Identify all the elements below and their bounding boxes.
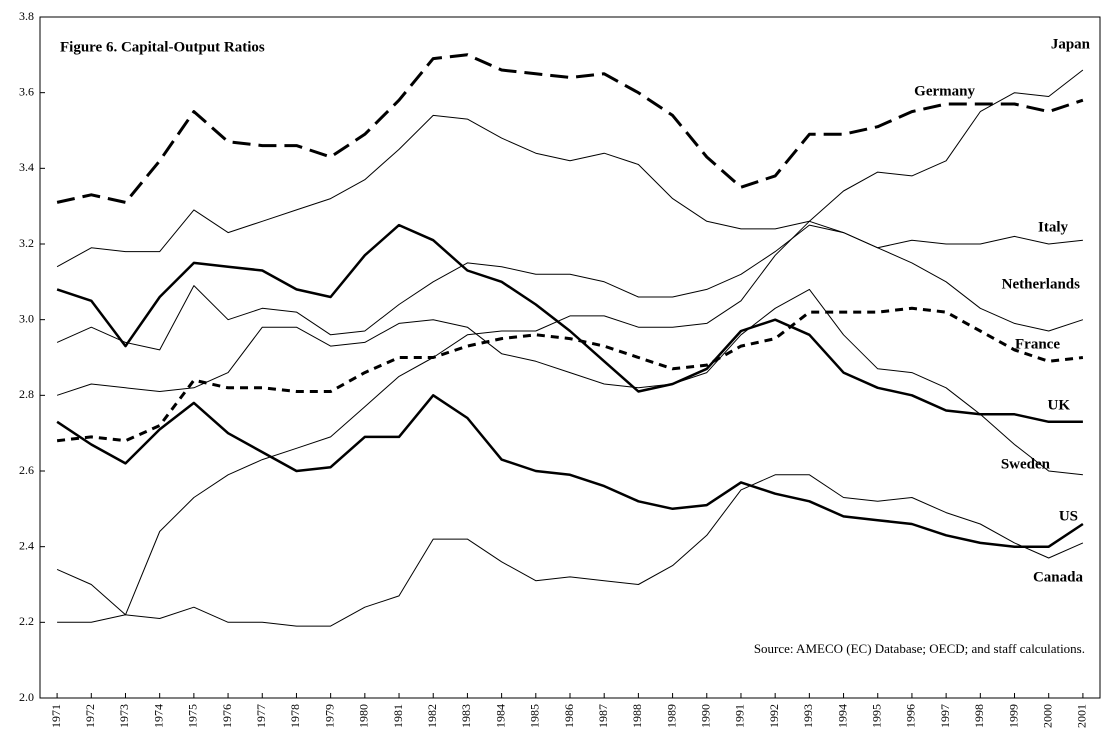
series-line [57,474,1084,627]
x-tick-label: 1999 [1006,704,1020,728]
series-label: Canada [1033,569,1084,585]
y-tick-label: 3.2 [19,236,34,250]
x-tick-label: 1988 [630,704,644,728]
series-label: US [1059,508,1078,524]
x-tick-label: 1978 [288,704,302,728]
x-tick-label: 1987 [596,704,610,728]
chart-title: Figure 6. Capital-Output Ratios [60,39,265,55]
x-tick-label: 1983 [459,704,473,728]
x-tick-label: 1972 [83,704,97,728]
y-tick-label: 3.0 [19,311,34,325]
series-label: Netherlands [1002,276,1080,292]
series-label: UK [1048,397,1071,413]
x-tick-label: 1989 [664,704,678,728]
series-line [56,114,1083,268]
x-tick-label: 1994 [835,704,849,728]
series-line [56,288,1083,476]
y-tick-label: 2.0 [19,690,34,704]
x-tick-label: 1993 [801,704,815,728]
y-tick-label: 2.6 [19,463,34,477]
series-label: Germany [914,83,975,99]
series-line [56,306,1084,443]
x-tick-label: 1981 [391,704,405,728]
series-label: Italy [1038,219,1069,235]
x-tick-label: 1973 [117,704,131,728]
series-label: Sweden [1001,456,1051,472]
x-tick-label: 1996 [904,704,918,728]
x-tick-label: 1998 [972,704,986,728]
source-note: Source: AMECO (EC) Database; OECD; and s… [754,641,1085,656]
x-tick-label: 2000 [1040,704,1054,728]
series-line [56,53,1084,204]
y-tick-label: 3.6 [19,84,34,98]
x-tick-label: 1982 [425,704,439,728]
y-tick-label: 2.8 [19,387,34,401]
x-tick-label: 1976 [220,704,234,728]
series-label: France [1015,336,1060,352]
x-tick-label: 1985 [528,704,542,728]
series-line [56,394,1084,548]
series-line [56,69,1084,616]
x-tick-label: 1990 [699,704,713,728]
x-tick-label: 1984 [493,704,507,728]
series-line [56,224,1084,351]
x-tick-label: 1974 [151,704,165,728]
series-line [56,223,1083,424]
x-tick-label: 1992 [767,704,781,728]
x-tick-label: 1977 [254,704,268,728]
x-tick-label: 1975 [186,704,200,728]
y-tick-label: 3.8 [19,9,34,23]
series-label: Japan [1051,36,1091,52]
x-tick-label: 1991 [733,704,747,728]
y-tick-label: 3.4 [19,160,34,174]
y-tick-label: 2.2 [19,614,34,628]
x-tick-label: 1971 [49,704,63,728]
x-tick-label: 2001 [1075,704,1089,728]
x-tick-label: 1980 [357,704,371,728]
x-tick-label: 1986 [562,704,576,728]
x-tick-label: 1997 [938,704,952,728]
x-tick-label: 1979 [322,704,336,728]
x-tick-label: 1995 [869,704,883,728]
plot-frame [39,16,1101,699]
y-tick-label: 2.4 [19,538,34,552]
